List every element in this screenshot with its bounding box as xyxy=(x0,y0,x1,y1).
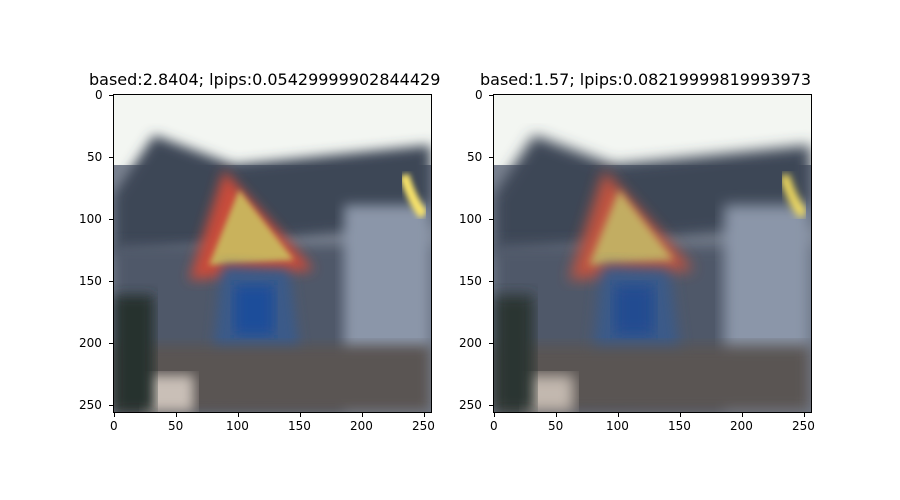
y-tick-label: 150 xyxy=(79,274,102,288)
plot-frame xyxy=(113,94,432,413)
y-tick xyxy=(109,219,113,220)
x-tick xyxy=(424,413,425,417)
image-right xyxy=(494,95,811,412)
y-tick-label: 50 xyxy=(467,150,483,164)
y-tick-label: 200 xyxy=(459,336,482,350)
x-tick xyxy=(238,413,239,417)
x-tick xyxy=(742,413,743,417)
x-tick-label: 100 xyxy=(226,419,249,433)
x-tick xyxy=(362,413,363,417)
y-tick xyxy=(109,95,113,96)
x-tick xyxy=(300,413,301,417)
y-tick xyxy=(109,281,113,282)
y-tick xyxy=(489,219,493,220)
x-tick-label: 50 xyxy=(548,419,564,433)
x-tick xyxy=(556,413,557,417)
x-tick-label: 200 xyxy=(730,419,753,433)
y-tick-label: 50 xyxy=(87,150,103,164)
x-tick-label: 0 xyxy=(110,419,118,433)
image-left xyxy=(114,95,431,412)
y-tick xyxy=(489,405,493,406)
blurred-street-sign-image xyxy=(114,95,431,412)
y-tick-label: 250 xyxy=(459,398,482,412)
x-tick-label: 200 xyxy=(350,419,373,433)
y-tick-label: 200 xyxy=(79,336,102,350)
y-tick xyxy=(489,95,493,96)
x-tick-label: 250 xyxy=(792,419,815,433)
x-tick-label: 0 xyxy=(490,419,498,433)
x-tick xyxy=(114,413,115,417)
y-tick xyxy=(109,343,113,344)
x-tick-label: 250 xyxy=(412,419,435,433)
y-tick-label: 100 xyxy=(459,212,482,226)
x-tick xyxy=(680,413,681,417)
y-tick xyxy=(109,157,113,158)
x-tick xyxy=(176,413,177,417)
y-tick-label: 100 xyxy=(79,212,102,226)
y-tick xyxy=(489,343,493,344)
x-tick-label: 50 xyxy=(168,419,184,433)
y-tick-label: 150 xyxy=(459,274,482,288)
y-tick-label: 250 xyxy=(79,398,102,412)
x-tick xyxy=(804,413,805,417)
x-tick-label: 150 xyxy=(288,419,311,433)
plot-frame xyxy=(493,94,812,413)
x-tick-label: 100 xyxy=(606,419,629,433)
panel-title: based:1.57; lpips:0.08219999819993973 xyxy=(480,70,812,89)
x-tick-label: 150 xyxy=(668,419,691,433)
x-tick xyxy=(494,413,495,417)
y-tick xyxy=(109,405,113,406)
panel-title: based:2.8404; lpips:0.05429999902844429 xyxy=(89,70,441,89)
y-tick-label: 0 xyxy=(95,88,103,102)
y-tick-label: 0 xyxy=(475,88,483,102)
y-tick xyxy=(489,157,493,158)
blurred-street-sign-image xyxy=(494,95,811,412)
x-tick xyxy=(618,413,619,417)
y-tick xyxy=(489,281,493,282)
